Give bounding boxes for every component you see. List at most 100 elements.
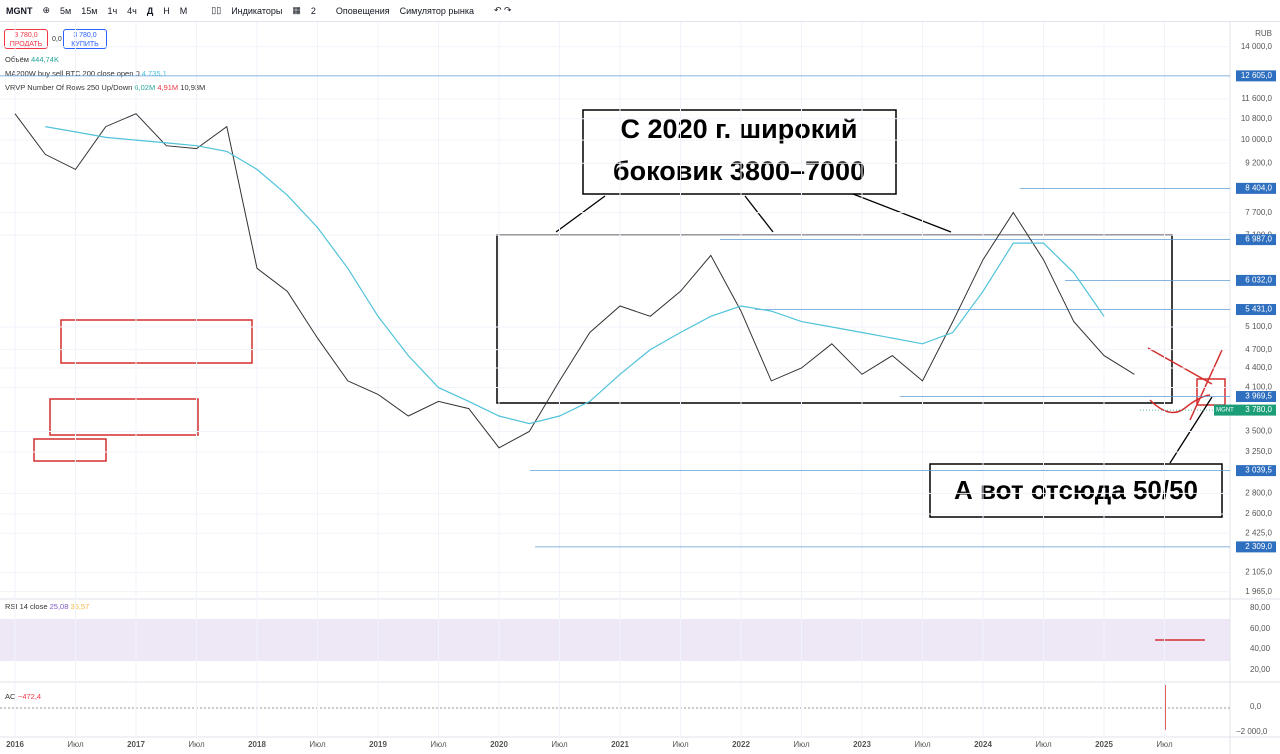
spread: 0,0 (52, 36, 62, 43)
legend-value: 4,91M (157, 83, 179, 92)
simulator-button[interactable]: Симулятор рынка (399, 5, 475, 16)
legend-label: RSI 14 close (5, 602, 48, 611)
x-tick-label: 2018 (248, 740, 266, 749)
price-tag-label: 3 780,0 (1245, 405, 1272, 414)
arrows (555, 193, 1213, 464)
sell-button[interactable]: 3 780,0 ПРОДАТЬ (4, 29, 48, 49)
y-tick-label: 10 800,0 (1241, 114, 1273, 123)
y-tick-label: 1 965,0 (1245, 587, 1272, 596)
price-tag (1236, 465, 1276, 477)
legend-value: 6,02M (134, 83, 156, 92)
x-tick-label: Июл (1156, 740, 1173, 749)
interval[interactable]: 4ч (127, 5, 137, 16)
y-tick-label: 5 100,0 (1245, 322, 1272, 331)
sell-label: ПРОДАТЬ (9, 41, 43, 48)
price-tag-label: 12 605,0 (1241, 71, 1273, 80)
currency: RUB (1255, 29, 1272, 38)
price-tag-label: 6 032,0 (1245, 276, 1272, 285)
legend-value: 25,08 (49, 602, 69, 611)
x-tick-label: Июл (67, 740, 84, 749)
price-tag (1236, 404, 1276, 416)
x-tick-label: 2021 (611, 740, 629, 749)
interval[interactable]: 1ч (107, 5, 118, 16)
x-tick-label: Июл (188, 740, 205, 749)
y-tick-label: 14 000,0 (1241, 42, 1273, 51)
y-tick-label: 4 700,0 (1245, 345, 1272, 354)
indicators-button[interactable]: Индикаторы (231, 5, 283, 16)
toolbar: MGNT ⊕ 5м 15м 1ч 4ч Д Н М ▯▯ Индикаторы ▦… (0, 0, 1280, 22)
interval[interactable]: М (179, 5, 188, 16)
ao-tick: −2 000,0 (1236, 727, 1268, 736)
range-box (496, 234, 1173, 404)
series-line (45, 126, 1105, 425)
y-tick-label: 2 800,0 (1245, 488, 1272, 497)
rsi-tick: 20,00 (1250, 665, 1271, 674)
volume-legend: Объём 444,74K (5, 55, 59, 64)
x-tick-label: 2023 (853, 740, 871, 749)
x-tick-label: Июл (1035, 740, 1052, 749)
y-tick-label: 4 100,0 (1245, 383, 1272, 392)
buy-button[interactable]: 3 780,0 КУПИТЬ (63, 29, 107, 49)
x-tick-label: 2017 (127, 740, 145, 749)
interval[interactable]: 15м (81, 5, 98, 16)
rsi-tick: 40,00 (1250, 644, 1271, 653)
y-tick-label: 2 425,0 (1245, 528, 1272, 537)
vrvp-legend: VRVP Number Of Rows 250 Up/Down 6,02M 4,… (5, 83, 205, 92)
rsi-band (0, 619, 1230, 661)
x-tick-label: 2019 (369, 740, 387, 749)
rsi-tick: 60,00 (1250, 624, 1271, 633)
interval[interactable]: Д (146, 5, 154, 16)
interval[interactable]: Н (163, 5, 170, 16)
symbol-tag-label: MGNT (1216, 408, 1234, 414)
series-line (14, 113, 1135, 449)
rsi-tick: 80,00 (1250, 603, 1271, 612)
legend-value: 35,57 (70, 602, 90, 611)
y-tick-label: 7 100,0 (1245, 230, 1272, 239)
interval[interactable]: 5м (60, 5, 72, 16)
price-tag-label: 3 969,5 (1245, 392, 1272, 401)
x-tick-label: 2016 (6, 740, 24, 749)
y-tick-label: 11 600,0 (1241, 94, 1272, 103)
price-tag (1236, 70, 1276, 82)
price-tag (1236, 274, 1276, 286)
annotation-box (582, 109, 897, 195)
x-tick-label: Июл (914, 740, 931, 749)
price-tag (1236, 541, 1276, 553)
x-tick-label: Июл (551, 740, 568, 749)
legend-label: AO (5, 692, 16, 701)
x-tick-label: Июл (672, 740, 689, 749)
price-tag (1236, 234, 1276, 246)
y-tick-label: 4 400,0 (1245, 363, 1272, 372)
x-tick-label: Июл (309, 740, 326, 749)
alerts-button[interactable]: Оповещения (335, 5, 390, 16)
price-tag (1236, 391, 1276, 403)
y-tick-label: 9 200,0 (1245, 158, 1272, 167)
x-tick-label: Июл (793, 740, 810, 749)
legend-value: 444,74K (31, 55, 59, 64)
legend-label: MA200W buy sell BTC 200 close open 0 (5, 69, 140, 78)
layouts-button[interactable]: 2 (310, 5, 316, 16)
y-tick-label: 7 700,0 (1245, 208, 1272, 217)
ao-tick: 0,0 (1250, 702, 1262, 711)
x-tick-label: 2022 (732, 740, 750, 749)
y-tick-label: 3 500,0 (1245, 427, 1272, 436)
price-tag-label: 6 987,0 (1245, 235, 1272, 244)
buy-label: КУПИТЬ (71, 41, 99, 48)
y-tick-label: 3 250,0 (1245, 447, 1272, 456)
symbol-tag (1214, 404, 1236, 416)
y-tick-label: 10 000,0 (1241, 135, 1273, 144)
symbol[interactable]: MGNT (6, 5, 33, 16)
y-tick-label: 2 105,0 (1245, 568, 1272, 577)
x-tick-label: 2020 (490, 740, 508, 749)
volume-zones (33, 319, 1226, 730)
sell-price: 3 780,0 (14, 32, 38, 39)
y-tick-label: 2 600,0 (1245, 509, 1272, 518)
legend-value: 10,93M (180, 83, 206, 92)
x-tick-label: Июл (430, 740, 447, 749)
price-tag-label: 8 404,0 (1245, 183, 1272, 192)
legend-label: Объём (5, 55, 29, 64)
x-tick-label: 2024 (974, 740, 992, 749)
price-tag-label: 3 039,5 (1245, 466, 1272, 475)
legend-value: 4 735,1 (141, 69, 167, 78)
